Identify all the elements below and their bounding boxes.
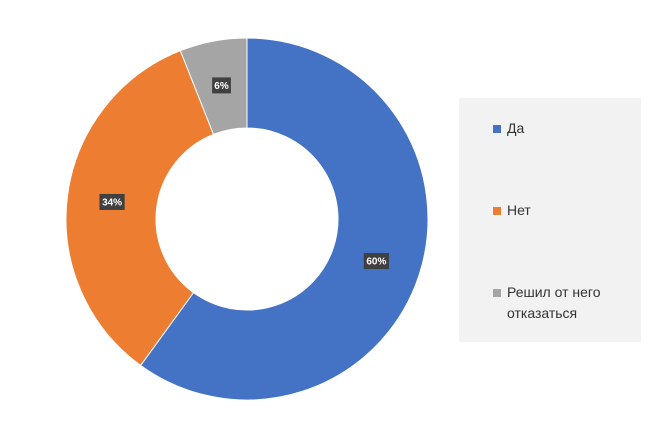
legend-label-da: Да — [507, 120, 525, 136]
slice-net — [65, 50, 215, 367]
legend-swatch-net — [493, 207, 501, 215]
chart-legend: Да Нет Решил от него отказаться — [459, 98, 641, 342]
legend-item-net: Нет — [493, 200, 627, 221]
legend-item-da: Да — [493, 118, 627, 139]
data-label-net: 34% — [99, 193, 125, 210]
svg-text:60%: 60% — [366, 257, 386, 268]
legend-label-net: Нет — [507, 202, 531, 218]
legend-swatch-otkaz — [493, 289, 501, 297]
slice-da — [139, 37, 429, 401]
data-label-otkaz: 6% — [212, 77, 231, 94]
legend-swatch-da — [493, 125, 501, 133]
data-label-da: 60% — [363, 253, 389, 270]
svg-text:34%: 34% — [102, 197, 122, 208]
legend-item-otkaz: Решил от него отказаться — [493, 282, 627, 324]
svg-text:6%: 6% — [214, 81, 229, 92]
legend-label-otkaz: Решил от него отказаться — [507, 284, 601, 321]
